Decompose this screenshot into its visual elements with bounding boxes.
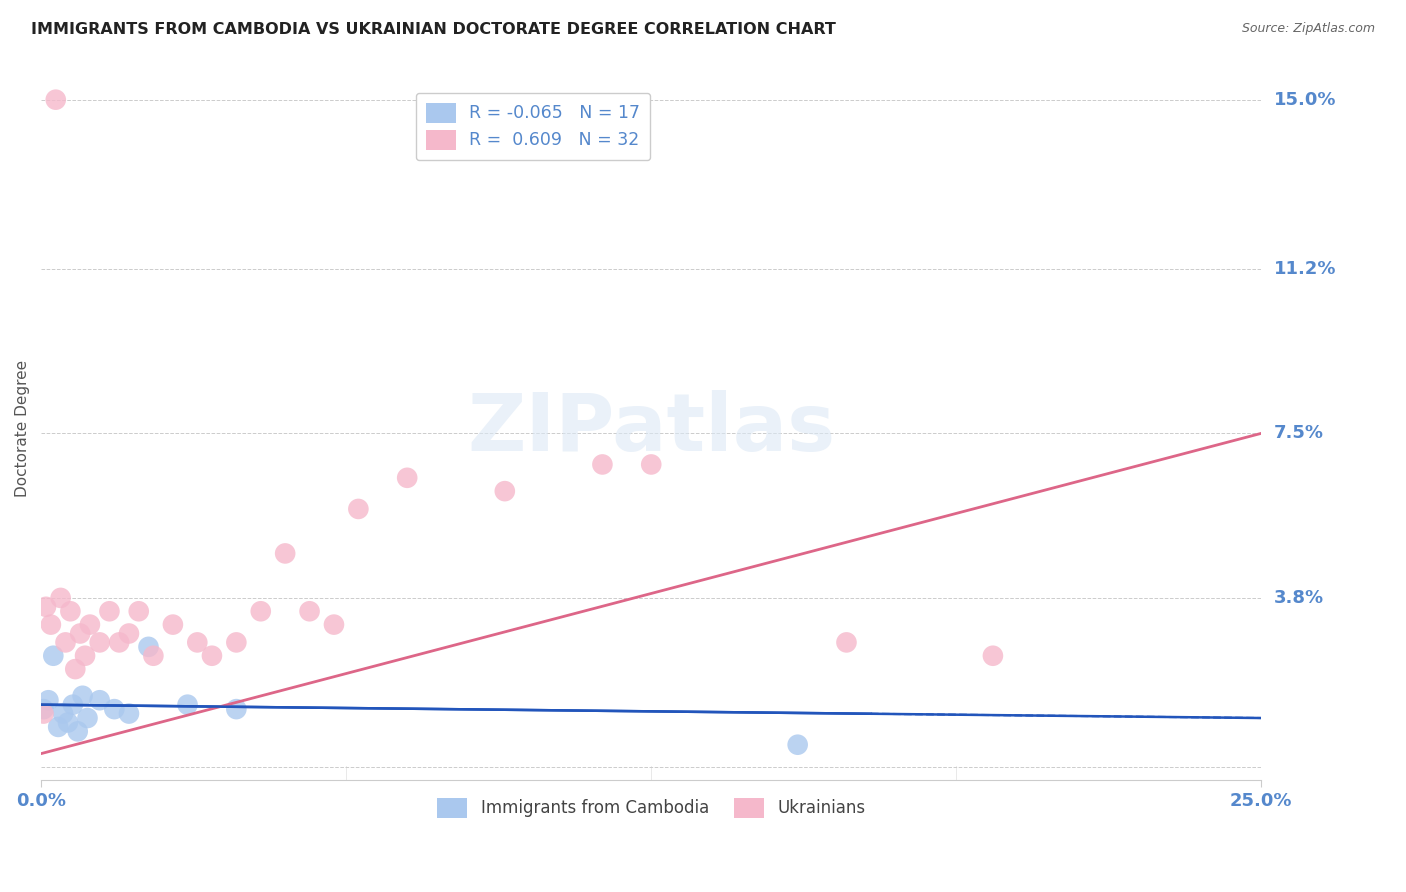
Text: 3.8%: 3.8%: [1274, 589, 1323, 607]
Point: [45, 93, 67, 107]
Point: [62, 698, 84, 712]
Point: [225, 635, 247, 649]
Point: [89, 693, 111, 707]
Point: [201, 648, 224, 663]
Point: [591, 458, 613, 472]
Point: [76, 711, 98, 725]
Point: [52, 706, 75, 721]
Point: [323, 617, 346, 632]
Point: [72, 689, 94, 703]
Point: [39, 617, 62, 632]
Point: [42, 648, 65, 663]
Text: 15.0%: 15.0%: [1274, 91, 1336, 109]
Point: [66, 724, 89, 739]
Point: [396, 471, 419, 485]
Point: [35, 599, 58, 614]
Point: [65, 662, 87, 676]
Point: [79, 617, 101, 632]
Point: [32, 706, 55, 721]
Point: [128, 604, 150, 618]
Point: [118, 706, 141, 721]
Legend: Immigrants from Cambodia, Ukrainians: Immigrants from Cambodia, Ukrainians: [430, 791, 872, 825]
Point: [186, 635, 208, 649]
Point: [298, 604, 321, 618]
Point: [55, 635, 77, 649]
Point: [118, 626, 141, 640]
Point: [108, 635, 131, 649]
Point: [32, 702, 55, 716]
Point: [274, 546, 297, 560]
Y-axis label: Doctorate Degree: Doctorate Degree: [15, 360, 30, 498]
Text: 7.5%: 7.5%: [1274, 425, 1323, 442]
Point: [37, 693, 59, 707]
Point: [249, 604, 271, 618]
Point: [138, 640, 160, 654]
Text: ZIPatlas: ZIPatlas: [467, 390, 835, 468]
Text: Source: ZipAtlas.com: Source: ZipAtlas.com: [1241, 22, 1375, 36]
Point: [176, 698, 198, 712]
Point: [56, 715, 79, 730]
Point: [49, 591, 72, 605]
Point: [347, 502, 370, 516]
Point: [89, 635, 111, 649]
Point: [162, 617, 184, 632]
Point: [46, 720, 69, 734]
Point: [981, 648, 1004, 663]
Point: [73, 648, 96, 663]
Point: [225, 702, 247, 716]
Point: [494, 484, 516, 499]
Point: [103, 702, 125, 716]
Point: [69, 626, 91, 640]
Text: 11.2%: 11.2%: [1274, 260, 1336, 277]
Point: [835, 635, 858, 649]
Point: [786, 738, 808, 752]
Point: [142, 648, 165, 663]
Point: [640, 458, 662, 472]
Text: IMMIGRANTS FROM CAMBODIA VS UKRAINIAN DOCTORATE DEGREE CORRELATION CHART: IMMIGRANTS FROM CAMBODIA VS UKRAINIAN DO…: [31, 22, 835, 37]
Point: [59, 604, 82, 618]
Point: [98, 604, 121, 618]
